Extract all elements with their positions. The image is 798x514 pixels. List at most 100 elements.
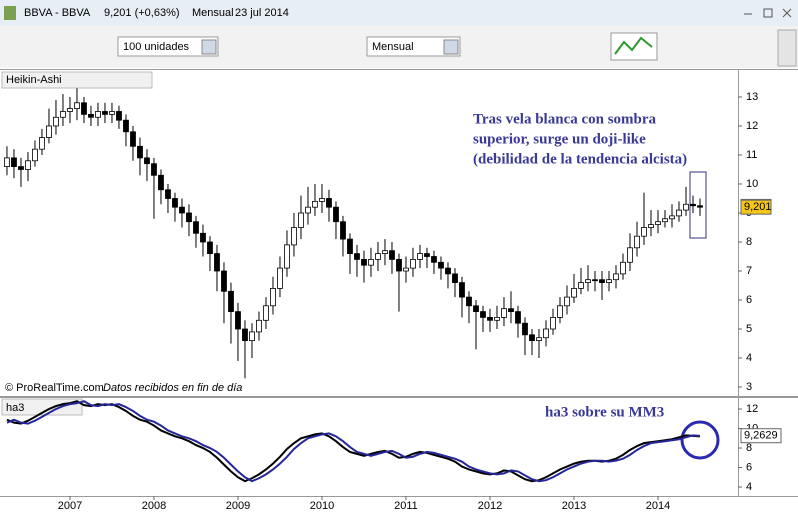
candle-body [662, 218, 668, 223]
dropdown-arrow[interactable] [201, 39, 217, 55]
symbol: BBVA - BBVA [24, 7, 91, 19]
candle-body [186, 212, 192, 223]
candle-body [347, 238, 353, 254]
candle-body [487, 317, 493, 321]
x-tick-label: 2010 [310, 500, 334, 512]
close[interactable] [782, 8, 792, 18]
price: 9,201 (+0,63%) [104, 7, 180, 19]
candle-body [193, 221, 199, 234]
candle-body [74, 102, 80, 109]
candle-body [158, 174, 164, 191]
candle-body [606, 279, 612, 283]
x-tick-label: 2007 [58, 500, 82, 512]
units: 100 unidades [123, 41, 190, 53]
dropdown-arrow[interactable] [443, 39, 459, 55]
units-dropdown[interactable] [117, 36, 219, 57]
indicator-line [6, 400, 701, 483]
side-tab[interactable] [777, 29, 797, 67]
candle-body [697, 205, 703, 208]
x-tick-label: 2013 [562, 500, 586, 512]
source: © ProRealTime.com [5, 382, 104, 394]
app-icon [4, 6, 16, 20]
candle-body [95, 111, 101, 118]
period: Mensual [192, 7, 234, 19]
axis-border [0, 496, 798, 497]
candle-body [592, 279, 598, 282]
candle-body [200, 232, 206, 243]
candle-body [18, 166, 24, 170]
candle-body [165, 189, 171, 199]
maximize[interactable] [763, 8, 773, 18]
candle-body [417, 253, 423, 260]
indicator-icon [614, 36, 653, 55]
candle-body [39, 137, 45, 150]
note: Datos recibidos en fin de día [103, 382, 242, 394]
candle-body [613, 273, 619, 281]
candle-body [109, 111, 115, 115]
candle-body [151, 163, 157, 176]
panel-header [1, 71, 153, 89]
candle-body [550, 317, 556, 330]
candle-body [627, 247, 633, 263]
candle-body [354, 253, 360, 260]
candle-body [515, 311, 521, 324]
candle-body [522, 322, 528, 336]
x-tick-label: 2011 [394, 500, 418, 512]
candle-body [648, 224, 654, 228]
candle-body [221, 270, 227, 292]
price-marker [740, 428, 782, 444]
candle-body [312, 200, 318, 208]
candle-body [466, 296, 472, 307]
candle-body [235, 311, 241, 330]
candle-body [284, 244, 290, 269]
date: 23 jul 2014 [235, 7, 289, 19]
price-marker [740, 199, 772, 215]
y-tick-label: 12 [746, 120, 758, 132]
candle-body [340, 221, 346, 240]
y-tick-label: 8 [746, 236, 752, 248]
y-tick-label: 10 [746, 178, 758, 190]
candle-body [67, 108, 73, 112]
candle-body [144, 157, 150, 165]
x-tick-label: 2014 [646, 500, 670, 512]
candle-body [620, 261, 626, 275]
candle-body [445, 267, 451, 275]
x-tick-label: 2012 [478, 500, 502, 512]
candle-body [375, 253, 381, 260]
candle-body [270, 287, 276, 307]
candle-body [452, 273, 458, 283]
candle-body [529, 334, 535, 342]
candle-body [228, 290, 234, 312]
candle-body [536, 337, 542, 342]
y-tick-label: 8 [746, 442, 752, 454]
candle-body [116, 111, 122, 121]
y-tick-label: 3 [746, 381, 752, 393]
annotation: ha3 sobre su MM3 [545, 404, 664, 420]
y-tick-label: 4 [746, 481, 752, 493]
candle-body [46, 125, 52, 138]
y-tick-label: 11 [746, 149, 757, 161]
candle-body [81, 102, 87, 115]
candle-body [431, 256, 437, 263]
candle-body [508, 308, 514, 312]
candle-body [410, 258, 416, 269]
candle-body [172, 198, 178, 208]
candle-body [585, 279, 591, 283]
candle-body [60, 111, 66, 118]
candle-body [305, 206, 311, 214]
candle-body [501, 308, 507, 318]
indicator-line [6, 400, 701, 483]
candle-body [634, 235, 640, 249]
candle-body [676, 209, 682, 217]
timeframe-dropdown[interactable] [366, 36, 461, 57]
candle-body [4, 157, 10, 167]
x-tick-label: 2008 [142, 500, 166, 512]
y-tick-label: 12 [746, 403, 758, 415]
candle-body [578, 282, 584, 289]
candle-body [333, 206, 339, 223]
panel-header [1, 398, 83, 416]
y-tick-label: 13 [746, 91, 758, 103]
annotation: (debilidad de la tendencia alcista) [473, 151, 687, 167]
window-controls[interactable] [744, 8, 792, 18]
